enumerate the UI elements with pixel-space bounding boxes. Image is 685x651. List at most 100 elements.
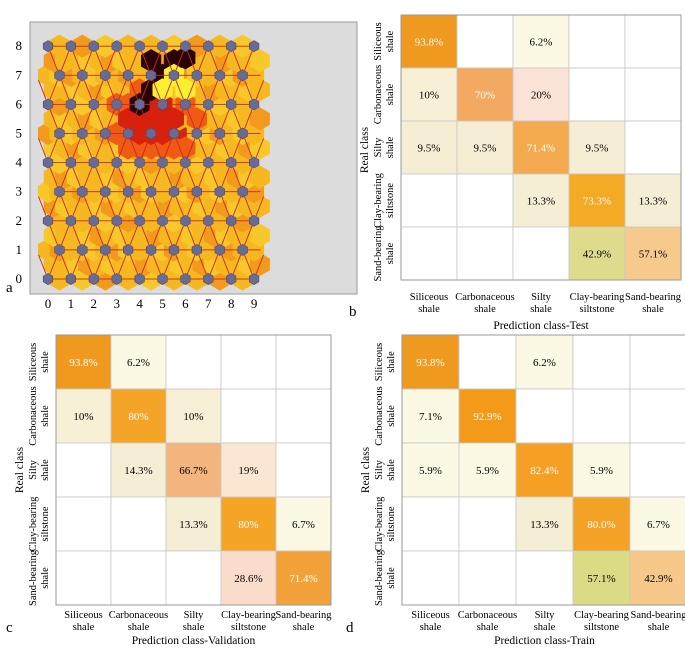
cell-value: 6.7% bbox=[647, 519, 670, 531]
y-tick-label: 0 bbox=[16, 271, 23, 286]
neighbor-line bbox=[118, 225, 127, 246]
matrix-cell bbox=[55, 496, 112, 552]
neighbor-line bbox=[72, 196, 81, 216]
matrix-cell bbox=[624, 67, 682, 122]
neighbor-line bbox=[106, 138, 116, 158]
neighbor-line bbox=[232, 254, 242, 275]
x-axis-title: Prediction class-Test bbox=[493, 320, 589, 332]
neighbor-line bbox=[72, 109, 81, 129]
neuron-node bbox=[226, 40, 237, 53]
matrix-cell bbox=[512, 226, 570, 281]
neuron-node bbox=[65, 273, 76, 285]
matrix-cell bbox=[165, 334, 222, 390]
matrix-cell bbox=[568, 67, 626, 122]
neuron-node bbox=[111, 40, 122, 53]
matrix-cell bbox=[456, 67, 514, 122]
row-label: Siltyshale bbox=[28, 459, 51, 481]
neighbor-line bbox=[186, 254, 196, 275]
distance-cell bbox=[141, 49, 162, 73]
matrix-cell bbox=[458, 496, 517, 552]
matrix-cell bbox=[220, 442, 277, 498]
neighbor-line bbox=[141, 254, 150, 275]
neuron-node bbox=[157, 273, 168, 285]
neighbor-line bbox=[95, 167, 104, 187]
neighbor-line bbox=[61, 138, 70, 158]
matrix-cell bbox=[572, 388, 631, 444]
cell-value: 13.3% bbox=[639, 196, 667, 208]
neighbor-line bbox=[83, 225, 93, 246]
neuron-node bbox=[65, 156, 76, 169]
matrix-cell bbox=[400, 120, 458, 175]
neighbor-line bbox=[186, 109, 196, 129]
neighbor-line bbox=[221, 80, 230, 100]
neighbor-line bbox=[232, 51, 242, 71]
cell-value: 9.5% bbox=[586, 143, 609, 155]
neuron-node bbox=[77, 69, 88, 82]
column-label: Clay-bearing siltstone bbox=[221, 610, 277, 633]
neuron-node bbox=[249, 156, 260, 169]
y-axis-title: Real class bbox=[14, 446, 26, 493]
x-axis-title: Prediction class-Train bbox=[494, 635, 595, 646]
neuron-node bbox=[42, 156, 54, 169]
neighbor-line bbox=[244, 254, 253, 275]
matrix-cell bbox=[629, 550, 685, 606]
matrix-cell bbox=[55, 334, 112, 390]
neuron-node bbox=[180, 40, 191, 53]
neighbor-line bbox=[49, 80, 58, 100]
neighbor-line bbox=[129, 225, 139, 246]
y-tick-label: 8 bbox=[16, 38, 23, 53]
x-tick-label: 1 bbox=[68, 296, 75, 311]
neighbor-line bbox=[106, 80, 116, 100]
neuron-node bbox=[180, 214, 191, 227]
neighbor-line bbox=[209, 138, 219, 158]
column-label: Siliceous shale bbox=[411, 610, 450, 633]
matrix-cell bbox=[55, 550, 112, 606]
matrix-cell bbox=[512, 120, 570, 175]
neighbor-line bbox=[83, 80, 93, 100]
neighbor-line bbox=[106, 254, 116, 275]
neighbor-line bbox=[175, 254, 184, 275]
column-label: Silty shale bbox=[534, 610, 556, 633]
neighbor-line bbox=[72, 80, 81, 100]
neighbor-line bbox=[95, 109, 104, 129]
x-tick-label: 8 bbox=[228, 296, 235, 311]
neuron-node bbox=[111, 98, 122, 111]
neighbor-line bbox=[83, 109, 93, 129]
matrix-cell bbox=[275, 496, 332, 552]
matrix-cell bbox=[400, 173, 458, 228]
matrix-cell bbox=[512, 14, 570, 69]
x-tick-label: 7 bbox=[205, 296, 212, 311]
neighbor-line bbox=[209, 196, 219, 216]
neighbor-line bbox=[49, 51, 58, 71]
cell-value: 71.4% bbox=[289, 573, 317, 585]
neuron-node bbox=[214, 69, 225, 82]
neighbor-line bbox=[164, 196, 173, 216]
neighbor-line bbox=[152, 225, 161, 246]
cell-value: 80% bbox=[128, 411, 148, 423]
column-label: Carbonaceous shale bbox=[109, 610, 168, 633]
matrix-cell bbox=[568, 14, 626, 69]
neuron-node bbox=[203, 98, 214, 111]
cell-value: 93.8% bbox=[416, 357, 444, 369]
y-tick-label: 7 bbox=[16, 67, 23, 82]
neuron-node bbox=[249, 273, 260, 285]
matrix-cell bbox=[275, 388, 332, 444]
neighbor-line bbox=[61, 80, 70, 100]
neighbor-line bbox=[152, 109, 161, 129]
neighbor-line bbox=[129, 109, 139, 129]
matrix-cell bbox=[624, 120, 682, 175]
matrix-cell bbox=[220, 334, 277, 390]
neighbor-line bbox=[61, 196, 70, 216]
neighbor-line bbox=[198, 225, 207, 246]
cell-value: 13.3% bbox=[530, 519, 558, 531]
neuron-node bbox=[100, 127, 111, 140]
matrix-cell bbox=[515, 388, 574, 444]
x-tick-label: 2 bbox=[91, 296, 98, 311]
neighbor-line bbox=[38, 196, 47, 216]
neuron-node bbox=[100, 185, 111, 198]
cell-value: 66.7% bbox=[179, 465, 207, 477]
column-label: Clay-bearing siltstone bbox=[574, 610, 630, 633]
neighbor-line bbox=[186, 167, 196, 187]
neuron-node bbox=[214, 243, 225, 256]
matrix-cell bbox=[458, 442, 517, 498]
